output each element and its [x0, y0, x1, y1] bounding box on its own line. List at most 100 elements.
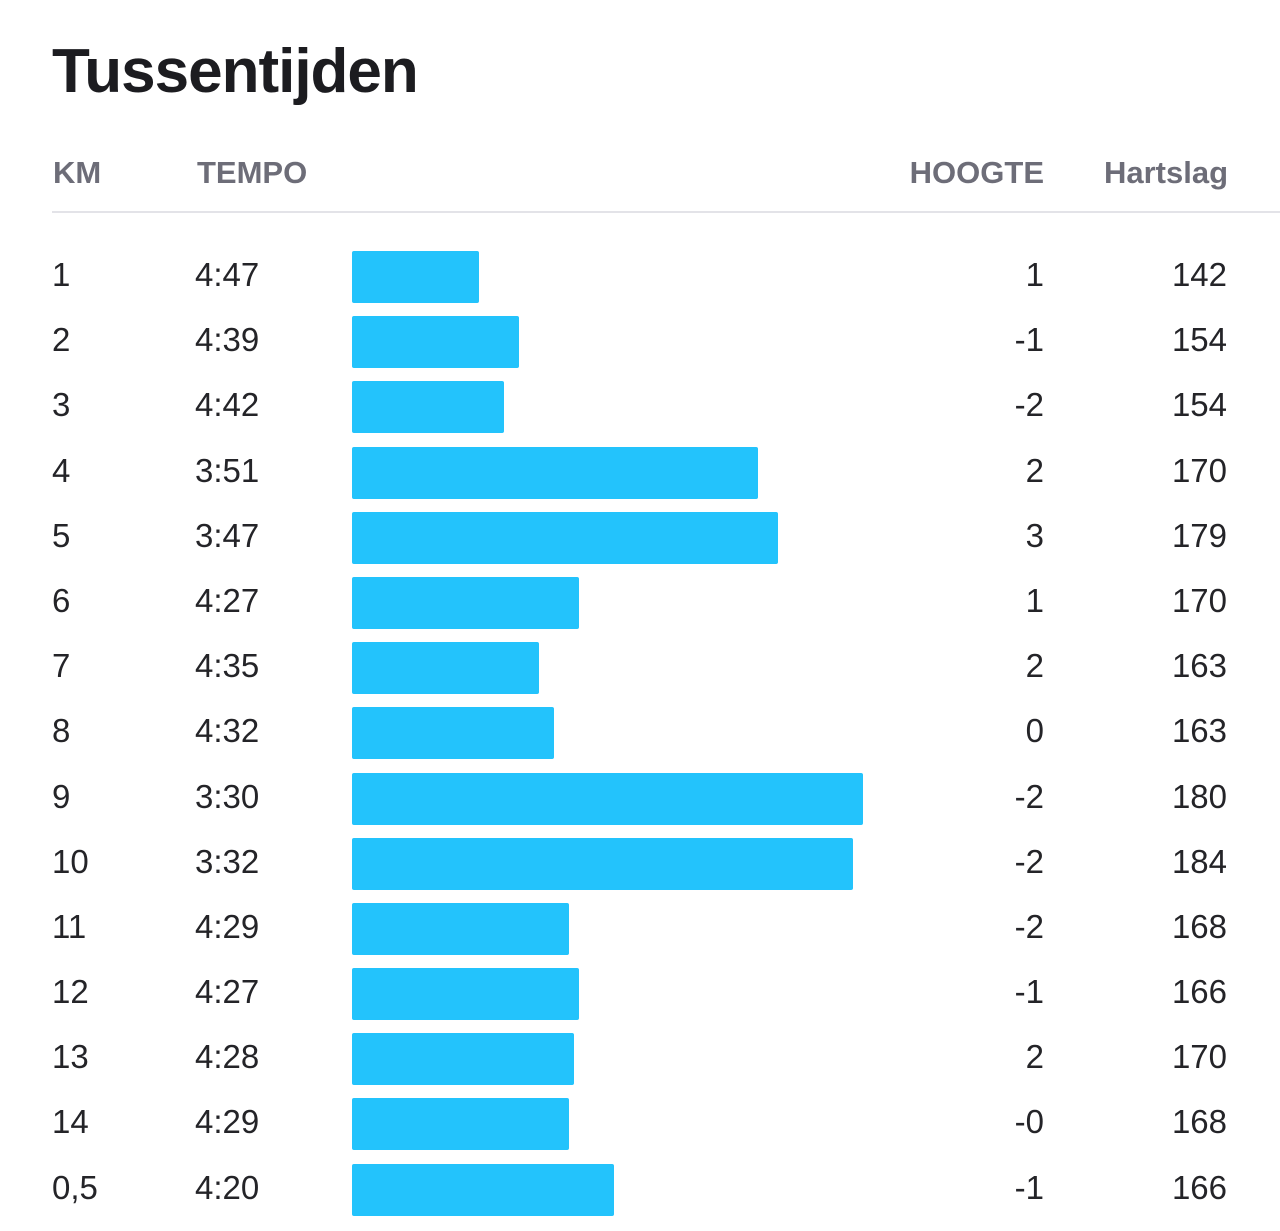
split-hoogte: -2	[1014, 907, 1044, 945]
tempo-bar	[352, 1033, 574, 1086]
split-hoogte: 2	[1025, 1038, 1044, 1076]
split-hoogte: 2	[1025, 647, 1044, 685]
tempo-bar-track	[352, 968, 932, 1021]
split-row: 4 3:51 2 170	[0, 442, 1280, 507]
split-hoogte: -1	[1014, 321, 1044, 359]
split-km: 1	[52, 256, 71, 293]
split-tempo: 3:51	[195, 451, 260, 489]
split-tempo: 4:29	[195, 1103, 260, 1141]
split-hoogte: 1	[1025, 256, 1044, 293]
tempo-bar-track	[352, 316, 932, 369]
split-km: 6	[52, 581, 71, 619]
split-km: 12	[52, 973, 89, 1011]
split-row: 5 3:47 3 179	[0, 507, 1280, 572]
split-hoogte: 3	[1025, 516, 1044, 554]
column-header-hoogte: HOOGTE	[909, 155, 1044, 190]
split-tempo: 3:47	[195, 516, 260, 554]
split-hartslag: 170	[1171, 581, 1227, 619]
split-row: 12 4:27 -1 166	[0, 963, 1280, 1028]
table-header: KM TEMPO HOOGTE Hartslag	[0, 150, 1280, 196]
tempo-bar-track	[352, 446, 932, 499]
tempo-bar-track	[352, 381, 932, 434]
split-tempo: 4:27	[195, 581, 260, 619]
split-hoogte: -2	[1014, 777, 1044, 815]
split-hartslag: 184	[1171, 842, 1227, 880]
tempo-bar	[352, 381, 504, 434]
split-tempo: 4:42	[195, 386, 260, 424]
split-tempo: 4:35	[195, 647, 260, 685]
split-hartslag: 179	[1171, 516, 1227, 554]
split-row: 11 4:29 -2 168	[0, 898, 1280, 963]
split-km: 14	[52, 1103, 89, 1141]
tempo-bar	[352, 837, 853, 890]
split-hoogte: -0	[1014, 1103, 1044, 1141]
tempo-bar	[352, 902, 569, 955]
split-km: 4	[52, 451, 71, 489]
split-row: 3 4:42 -2 154	[0, 376, 1280, 441]
tempo-bar	[352, 446, 758, 499]
tempo-bar	[352, 1098, 569, 1151]
tempo-bar-track	[352, 1163, 932, 1216]
split-hartslag: 166	[1171, 973, 1227, 1011]
tempo-bar	[352, 1163, 614, 1216]
split-tempo: 3:32	[195, 842, 260, 880]
split-km: 10	[52, 842, 89, 880]
tempo-bar-track	[352, 576, 932, 629]
split-row: 2 4:39 -1 154	[0, 311, 1280, 376]
split-tempo: 4:20	[195, 1168, 260, 1206]
split-km: 11	[52, 907, 87, 945]
split-hoogte: -1	[1014, 1168, 1044, 1206]
tempo-bar-track	[352, 511, 932, 564]
split-hartslag: 170	[1171, 451, 1227, 489]
split-row: 14 4:29 -0 168	[0, 1093, 1280, 1158]
split-hoogte: -2	[1014, 386, 1044, 424]
split-hartslag: 168	[1171, 907, 1227, 945]
tempo-bar-track	[352, 1033, 932, 1086]
column-header-tempo: TEMPO	[197, 155, 308, 190]
split-km: 8	[52, 712, 71, 750]
tempo-bar-track	[352, 707, 932, 760]
column-header-km: KM	[53, 155, 102, 190]
header-divider	[52, 211, 1280, 213]
tempo-bar	[352, 576, 579, 629]
column-header-hartslag: Hartslag	[1103, 155, 1228, 190]
split-tempo: 4:47	[195, 256, 260, 293]
split-hartslag: 154	[1171, 386, 1227, 424]
split-tempo: 4:29	[195, 907, 260, 945]
tempo-bar-track	[352, 772, 932, 825]
split-hartslag: 168	[1171, 1103, 1227, 1141]
tempo-bar	[352, 511, 778, 564]
split-hoogte: 1	[1025, 581, 1044, 619]
split-hartslag: 163	[1171, 712, 1227, 750]
split-km: 2	[52, 321, 71, 359]
split-hoogte: 0	[1025, 712, 1044, 750]
tempo-bar	[352, 772, 863, 825]
split-hartslag: 166	[1171, 1168, 1227, 1206]
split-hartslag: 180	[1171, 777, 1227, 815]
split-hartslag: 154	[1171, 321, 1227, 359]
split-row: 7 4:35 2 163	[0, 637, 1280, 702]
split-row: 13 4:28 2 170	[0, 1028, 1280, 1093]
split-km: 7	[52, 647, 71, 685]
split-km: 13	[52, 1038, 89, 1076]
split-km: 0,5	[52, 1168, 98, 1206]
tempo-bar	[352, 968, 579, 1021]
split-tempo: 4:39	[195, 321, 260, 359]
split-row: 1 4:47 1 142	[0, 246, 1280, 311]
split-row: 0,5 4:20 -1 166	[0, 1159, 1280, 1224]
tempo-bar-track	[352, 642, 932, 695]
split-hartslag: 142	[1171, 256, 1227, 293]
split-row: 10 3:32 -2 184	[0, 833, 1280, 898]
split-tempo: 4:32	[195, 712, 260, 750]
tempo-bar	[352, 707, 554, 760]
tempo-bar-track	[352, 902, 932, 955]
splits-list: 1 4:47 1 142 2 4:39 -1 154 3 4:42 -2 154 4 3:51 2 170 5 3…	[0, 246, 1280, 1224]
split-hoogte: -1	[1014, 973, 1044, 1011]
split-row: 8 4:32 0 163	[0, 702, 1280, 767]
split-hoogte: -2	[1014, 842, 1044, 880]
split-km: 5	[52, 516, 71, 554]
split-hoogte: 2	[1025, 451, 1044, 489]
tempo-bar	[352, 251, 479, 303]
split-tempo: 4:27	[195, 973, 260, 1011]
tempo-bar	[352, 316, 519, 369]
